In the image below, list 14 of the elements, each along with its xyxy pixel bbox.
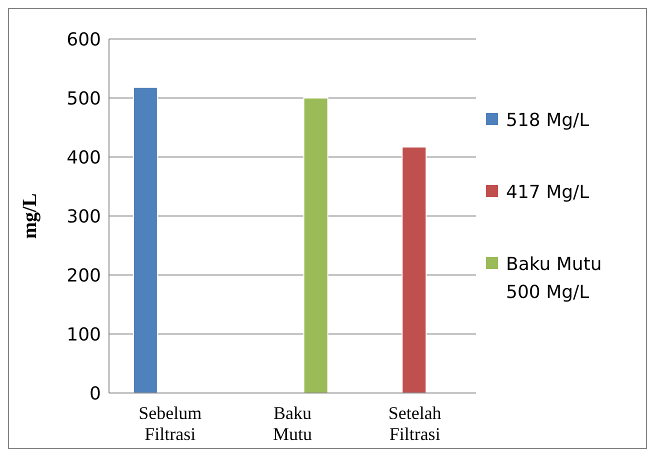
y-tick-label: 300: [66, 206, 101, 228]
legend-label: 417 Mg/L: [506, 180, 590, 204]
x-tick-label: Setelah Filtrasi: [388, 403, 442, 444]
legend-label: 518 Mg/L: [506, 108, 590, 132]
y-tick-label: 100: [66, 324, 101, 346]
y-axis-title: mg/L: [19, 193, 42, 239]
x-tick-label: Baku Mutu: [272, 403, 312, 444]
x-tick-label: Sebelum Filtrasi: [138, 403, 202, 444]
y-tick-label: 0: [90, 383, 101, 404]
legend-label: Baku Mutu 500 Mg/L: [506, 252, 603, 304]
y-tick-label: 500: [66, 88, 101, 110]
y-tick-label: 600: [66, 29, 101, 50]
y-tick-label: 200: [66, 265, 101, 286]
y-tick-label: 400: [66, 147, 101, 168]
